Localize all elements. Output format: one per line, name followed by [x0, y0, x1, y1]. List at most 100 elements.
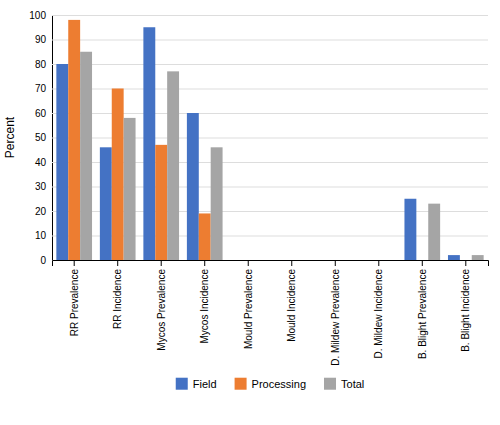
- legend-item: Field: [176, 378, 217, 390]
- bar: [187, 113, 199, 260]
- tick-mark: [117, 260, 118, 266]
- y-tick: 60: [35, 108, 488, 119]
- bar: [68, 20, 80, 260]
- tick-mark: [465, 260, 466, 266]
- x-tick-label: B. Blight Incidence: [460, 269, 471, 352]
- x-tick: D. Mildew Prevalence: [330, 260, 341, 366]
- x-tick: RR Incidence: [112, 260, 123, 329]
- bar-series: [80, 52, 484, 260]
- y-tick-label: 10: [35, 230, 47, 241]
- x-tick-label: D. Mildew Prevalence: [330, 269, 341, 366]
- tick-mark: [335, 260, 336, 266]
- tick-mark: [422, 260, 423, 266]
- tick-mark: [161, 260, 162, 266]
- y-axis-title: Percent: [3, 116, 17, 158]
- legend-swatch: [176, 378, 188, 390]
- plot-area: 0102030405060708090100PercentRR Prevalen…: [3, 10, 489, 390]
- y-tick-label: 30: [35, 181, 47, 192]
- y-tick-label: 70: [35, 83, 47, 94]
- bar-series: [68, 20, 210, 260]
- bar: [242, 260, 254, 261]
- bar: [404, 199, 416, 260]
- bar: [361, 260, 373, 261]
- y-tick-label: 80: [35, 59, 47, 70]
- bar: [317, 260, 329, 261]
- y-axis-line: [53, 16, 489, 261]
- x-tick: B. Blight Incidence: [460, 260, 471, 352]
- x-tick-label: D. Mildew Incidence: [373, 269, 384, 359]
- x-tick-label: Mould Incidence: [286, 269, 297, 342]
- bar-series: [56, 27, 460, 260]
- bar: [373, 260, 385, 261]
- x-tick: B. Blight Prevalence: [417, 260, 428, 359]
- y-tick: 100: [29, 10, 488, 21]
- legend-swatch: [235, 378, 247, 390]
- x-tick-label: B. Blight Prevalence: [417, 269, 428, 359]
- bar: [199, 213, 211, 260]
- x-tick-label: Mould Prevalence: [243, 269, 254, 349]
- bar: [112, 89, 124, 261]
- bar: [254, 260, 266, 261]
- legend-label: Field: [193, 378, 217, 390]
- bar: [472, 255, 484, 260]
- x-tick: Mould Incidence: [286, 260, 297, 342]
- grid-line: [52, 15, 488, 16]
- tick-mark: [74, 260, 75, 266]
- x-tick: D. Mildew Incidence: [373, 260, 384, 358]
- x-tick: Mould Prevalence: [243, 260, 254, 349]
- bar: [100, 147, 112, 260]
- bar: [329, 260, 341, 261]
- x-axis-line: [53, 261, 489, 267]
- legend-label: Total: [341, 378, 364, 390]
- tick-mark: [291, 260, 292, 266]
- grid-line: [52, 40, 488, 41]
- y-tick-label: 100: [29, 10, 46, 21]
- x-tick: RR Prevalence: [69, 260, 80, 336]
- legend-item: Processing: [235, 378, 306, 390]
- bar: [155, 145, 167, 260]
- bar: [80, 52, 92, 260]
- bar: [56, 64, 68, 260]
- legend: Field Processing Total: [176, 378, 365, 390]
- bar: [124, 118, 136, 260]
- bars: [56, 20, 483, 260]
- y-tick-label: 0: [40, 255, 46, 266]
- y-tick-label: 60: [35, 108, 47, 119]
- y-tick-label: 50: [35, 132, 47, 143]
- y-axis: 0102030405060708090100: [29, 10, 488, 266]
- bar: [460, 260, 472, 261]
- bar: [341, 260, 353, 261]
- legend-item: Total: [324, 378, 364, 390]
- x-tick-label: RR Prevalence: [69, 269, 80, 337]
- bar: [167, 71, 179, 260]
- x-tick-label: RR Incidence: [112, 269, 123, 329]
- x-tick: Mycos Incidence: [199, 260, 210, 343]
- y-tick: 90: [35, 34, 488, 45]
- bar: [428, 204, 440, 260]
- x-tick: Mycos Prevalence: [156, 260, 167, 351]
- tick-mark: [248, 260, 249, 266]
- y-tick: 70: [35, 83, 488, 94]
- y-tick-label: 90: [35, 34, 47, 45]
- chart-svg: 0102030405060708090100PercentRR Prevalen…: [0, 0, 500, 425]
- legend-swatch: [324, 378, 336, 390]
- bar: [230, 260, 242, 261]
- y-tick: 80: [35, 59, 488, 70]
- bar: [274, 260, 286, 261]
- bar: [448, 255, 460, 260]
- bar: [416, 260, 428, 261]
- bar: [385, 260, 397, 261]
- tick-mark: [204, 260, 205, 266]
- tick-mark: [378, 260, 379, 266]
- x-axis: RR Prevalence RR Incidence Mycos Prevalenc…: [53, 260, 489, 366]
- legend-label: Processing: [252, 378, 306, 390]
- bar: [143, 27, 155, 260]
- y-tick: 50: [35, 132, 488, 143]
- x-tick-label: Mycos Incidence: [199, 269, 210, 344]
- bar: [211, 147, 223, 260]
- bar: [298, 260, 310, 261]
- y-tick-label: 40: [35, 157, 47, 168]
- bar: [286, 260, 298, 261]
- grid-line: [52, 64, 488, 65]
- chart-container: 0102030405060708090100PercentRR Prevalen…: [0, 0, 500, 425]
